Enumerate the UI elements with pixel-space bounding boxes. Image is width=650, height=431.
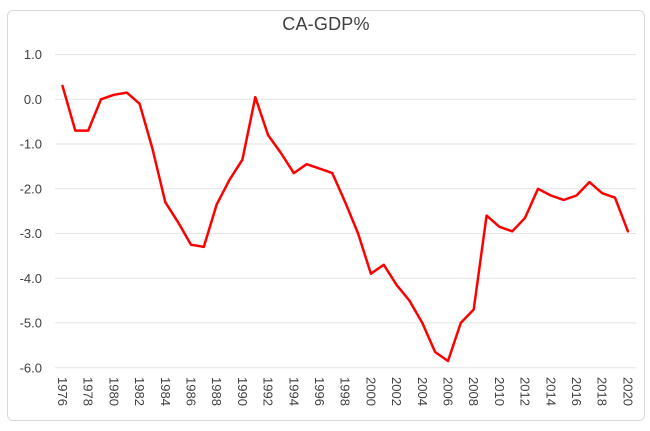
x-tick-label: 1998 xyxy=(338,377,353,406)
x-axis-tick-labels: 1976 1978 1980 1982 1984 1986 1988 1990 1992 1994… xyxy=(55,377,635,406)
y-tick-label: 1.0 xyxy=(24,47,42,62)
x-tick-label: 1984 xyxy=(158,377,173,406)
x-tick-label: 1996 xyxy=(312,377,327,406)
y-tick-label: -6.0 xyxy=(20,360,42,375)
x-tick-label: 2010 xyxy=(492,377,507,406)
x-tick-label: 1990 xyxy=(235,377,250,406)
x-tick-label: 1994 xyxy=(286,377,301,406)
y-tick-label: -5.0 xyxy=(20,316,42,331)
x-tick-label: 2012 xyxy=(518,377,533,406)
y-tick-label: -3.0 xyxy=(20,226,42,241)
x-tick-label: 1982 xyxy=(132,377,147,406)
x-tick-label: 2006 xyxy=(441,377,456,406)
x-tick-label: 1980 xyxy=(106,377,121,406)
x-tick-label: 2018 xyxy=(595,377,610,406)
x-tick-label: 2004 xyxy=(415,377,430,406)
x-tick-label: 2020 xyxy=(620,377,635,406)
x-tick-label: 2002 xyxy=(389,377,404,406)
y-axis-tick-labels: 1.0 0.0 -1.0 -2.0 -3.0 -4.0 -5.0 -6.0 xyxy=(20,47,42,375)
x-tick-label: 1992 xyxy=(261,377,276,406)
chart-title: CA-GDP% xyxy=(282,14,369,34)
x-tick-label: 1986 xyxy=(184,377,199,406)
x-tick-label: 1978 xyxy=(81,377,96,406)
x-tick-label: 1988 xyxy=(209,377,224,406)
x-tick-label: 2014 xyxy=(543,377,558,406)
x-tick-label: 2008 xyxy=(466,377,481,406)
x-tick-label: 1976 xyxy=(55,377,70,406)
y-tick-label: -4.0 xyxy=(20,271,42,286)
y-tick-label: 0.0 xyxy=(24,92,42,107)
y-tick-label: -1.0 xyxy=(20,137,42,152)
x-tick-label: 2000 xyxy=(363,377,378,406)
gridlines xyxy=(55,54,636,369)
x-tick-label: 2016 xyxy=(569,377,584,406)
chart-frame xyxy=(7,10,645,421)
y-tick-label: -2.0 xyxy=(20,181,42,196)
data-series-line xyxy=(61,84,630,363)
